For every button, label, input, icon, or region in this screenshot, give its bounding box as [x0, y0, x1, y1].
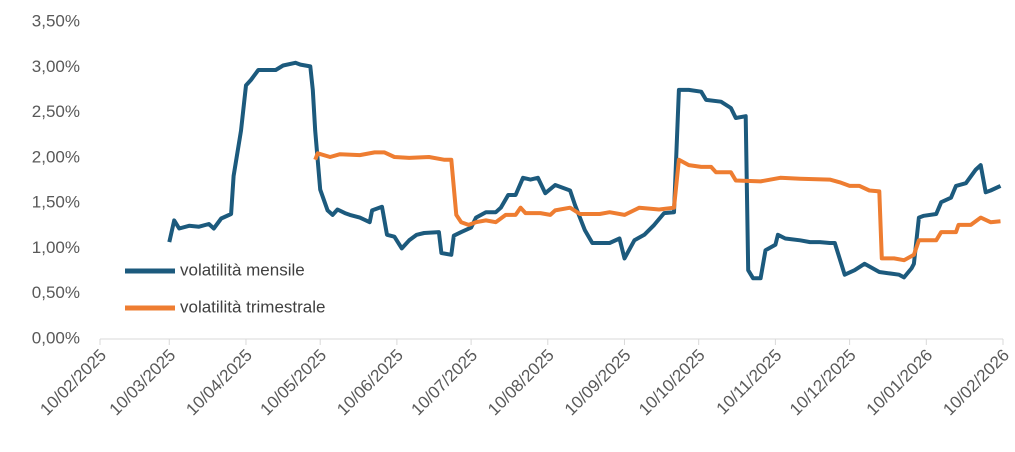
- y-tick-label: 3,00%: [32, 57, 80, 76]
- y-tick-label: 3,50%: [32, 11, 80, 30]
- x-tick-label: 10/03/2025: [106, 346, 180, 420]
- series-line: [167, 60, 1002, 281]
- x-tick-label: 10/11/2025: [713, 346, 786, 419]
- y-tick-label: 2,00%: [32, 147, 80, 166]
- y-tick-label: 1,00%: [32, 238, 80, 257]
- y-tick-label: 1,50%: [32, 193, 80, 212]
- legend: volatilità mensile volatilità trimestral…: [125, 260, 326, 316]
- legend-label: volatilità mensile: [180, 260, 305, 279]
- legend-label: volatilità trimestrale: [180, 297, 326, 316]
- y-tick-label: 0,50%: [32, 283, 80, 302]
- x-tick-label: 10/02/2025: [36, 346, 110, 420]
- series-line: [313, 150, 1001, 263]
- x-tick-label: 10/12/2025: [786, 346, 860, 420]
- y-tick-label: 2,50%: [32, 102, 80, 121]
- y-tick-label: 0,00%: [32, 328, 80, 347]
- x-tick-label: 10/08/2025: [484, 346, 558, 420]
- x-tick-label: 10/06/2025: [333, 346, 407, 420]
- x-tick-label: 10/07/2025: [407, 346, 481, 420]
- x-tick-label: 10/05/2025: [257, 346, 331, 420]
- x-tick-label: 10/04/2025: [182, 346, 256, 420]
- x-tick-label: 10/01/2026: [863, 346, 937, 420]
- x-tick-label: 10/10/2025: [635, 346, 709, 420]
- x-tick-label: 10/02/2026: [939, 346, 1013, 420]
- x-tick-label: 10/09/2025: [561, 346, 635, 420]
